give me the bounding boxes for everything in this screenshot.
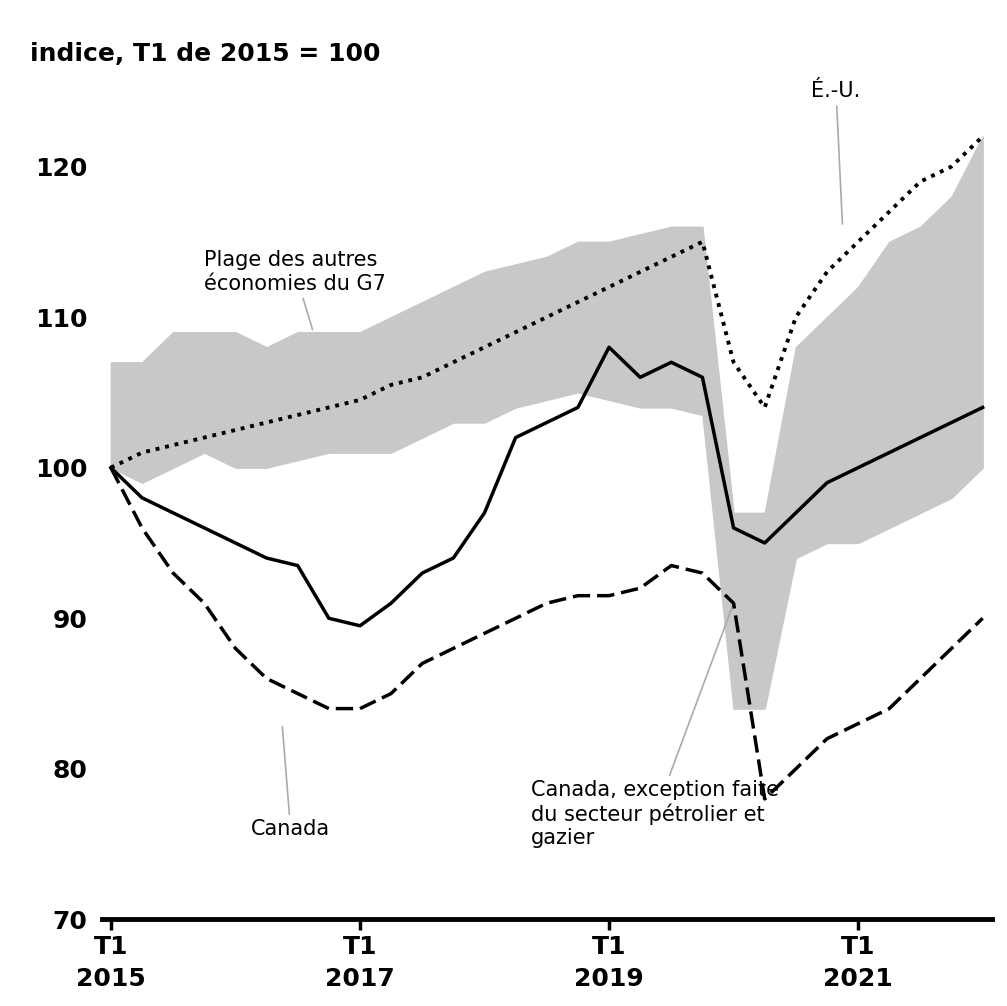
Text: Plage des autres
économies du G7: Plage des autres économies du G7 — [204, 250, 386, 330]
Text: É.-U.: É.-U. — [812, 81, 861, 224]
Text: Canada, exception faite
du secteur pétrolier et
gazier: Canada, exception faite du secteur pétro… — [532, 606, 779, 848]
Text: Canada: Canada — [251, 726, 330, 839]
Text: indice, T1 de 2015 = 100: indice, T1 de 2015 = 100 — [30, 42, 381, 66]
